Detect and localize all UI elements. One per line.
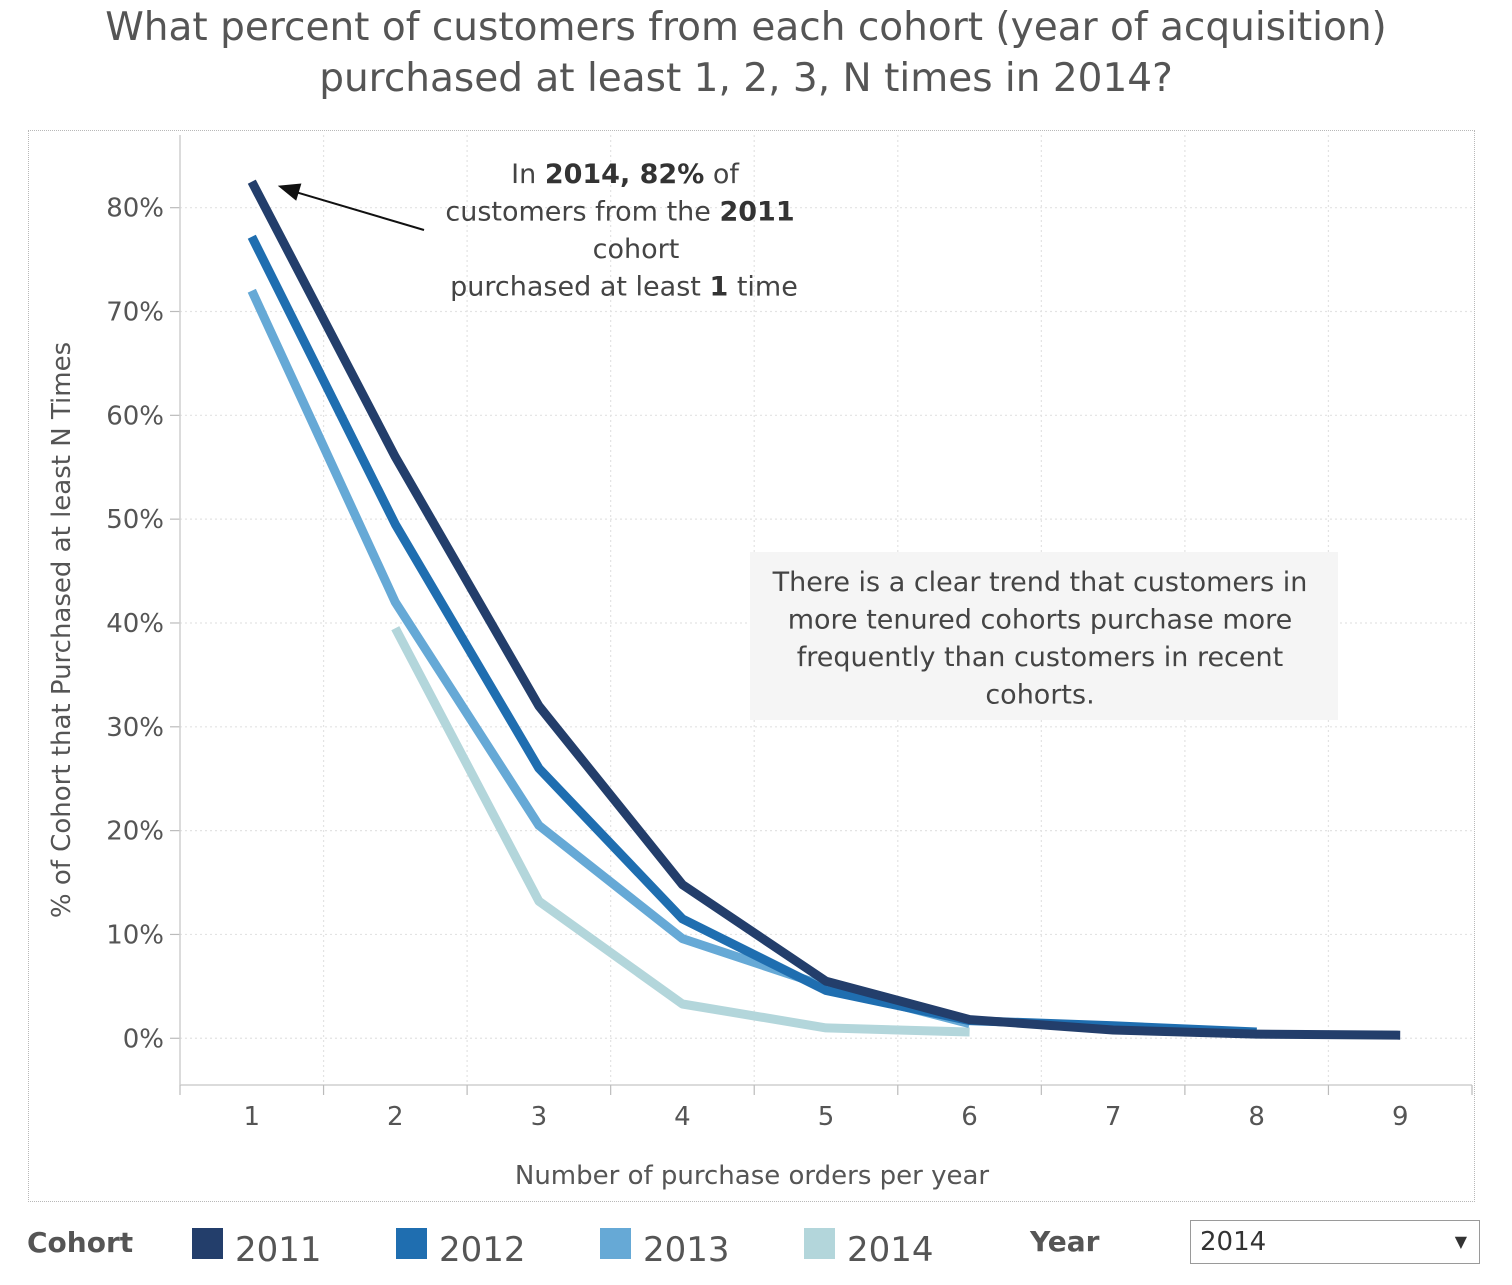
callout-segment: cohort	[593, 234, 680, 265]
y-tick-label: 80%	[106, 194, 164, 224]
callout-segment: time	[728, 272, 798, 303]
legend-label-2011: 2011	[235, 1230, 322, 1270]
note-text-line: cohorts.	[985, 680, 1094, 711]
y-tick-label: 10%	[106, 920, 164, 950]
callout-text-line: cohort	[593, 234, 680, 265]
x-tick-label: 6	[961, 1102, 978, 1132]
chart-frame	[28, 130, 1475, 1202]
legend: Cohort 2011 2012 2013 2014 Year 2014 ▼	[0, 1212, 1512, 1282]
legend-title: Cohort	[27, 1226, 134, 1259]
series-line-2011	[247, 179, 1401, 1040]
note-text-line: more tenured cohorts purchase more	[788, 605, 1293, 636]
legend-label-2014: 2014	[847, 1230, 934, 1270]
legend-swatch-2013	[600, 1228, 631, 1259]
series-line-2014	[391, 626, 970, 1037]
x-tick-label: 5	[818, 1102, 835, 1132]
legend-swatch-2014	[804, 1228, 835, 1259]
chart-title-line-2: purchased at least 1, 2, 3, N times in 2…	[319, 56, 1173, 101]
x-tick-label: 9	[1392, 1102, 1409, 1132]
y-tick-label: 60%	[106, 401, 164, 431]
x-tick-label: 4	[674, 1102, 691, 1132]
year-filter-label: Year	[1030, 1225, 1100, 1258]
y-tick-label: 40%	[106, 609, 164, 639]
callout-segment: In	[511, 159, 545, 190]
legend-label-2013: 2013	[643, 1230, 730, 1270]
y-tick-label: 20%	[106, 817, 164, 847]
year-filter-value: 2014	[1200, 1227, 1267, 1257]
annotations: In 2014, 82% of customers from the 2011 co…	[277, 159, 1338, 720]
callout-text-line: customers from the 2011	[445, 197, 794, 228]
note-box	[750, 552, 1338, 720]
x-tick-label: 2	[387, 1102, 404, 1132]
x-tick-label: 3	[531, 1102, 548, 1132]
callout-bold-segment: 2011	[719, 197, 794, 228]
callout-bold-segment: 1	[709, 272, 728, 303]
legend-swatch-2011	[192, 1228, 223, 1259]
y-tick-label: 30%	[106, 713, 164, 743]
note-text-line: frequently than customers in recent	[797, 642, 1283, 673]
year-filter-dropdown[interactable]: 2014 ▼	[1190, 1220, 1480, 1264]
chevron-down-icon[interactable]: ▼	[1454, 1232, 1467, 1251]
legend-swatch-2012	[396, 1228, 427, 1259]
x-tick-label: 1	[244, 1102, 261, 1132]
callout-text-line: In 2014, 82% of	[511, 159, 740, 190]
y-tick-label: 0%	[123, 1024, 164, 1054]
callout-arrow-line	[287, 188, 425, 231]
chart-title-line-1: What percent of customers from each coho…	[105, 5, 1387, 50]
x-tick-label: 8	[1248, 1102, 1265, 1132]
line-chart: 0% 10% 20% 30% 40% 50% 60% 70% 80% 1 2 3 4 5 6 7 8 9 Numbe…	[47, 135, 1473, 1191]
x-axis-title: Number of purchase orders per year	[515, 1161, 990, 1191]
callout-text-line: purchased at least 1 time	[450, 272, 798, 303]
callout-bold-segment: 2014, 82%	[545, 159, 704, 190]
callout-segment: of	[704, 159, 740, 190]
callout-segment: customers from the	[445, 197, 719, 228]
y-tick-label: 50%	[106, 505, 164, 535]
callout-segment: purchased at least	[450, 272, 709, 303]
chart-title: What percent of customers from each coho…	[0, 2, 1492, 104]
y-tick-label: 70%	[106, 298, 164, 328]
x-tick-label: 7	[1105, 1102, 1122, 1132]
axes: 0% 10% 20% 30% 40% 50% 60% 70% 80% 1 2 3 4 5 6 7 8 9 Numbe…	[47, 135, 1473, 1191]
y-axis-title: % of Cohort that Purchased at least N Ti…	[47, 342, 77, 918]
note-text-line: There is a clear trend that customers in	[772, 567, 1308, 598]
legend-label-2012: 2012	[439, 1230, 526, 1270]
series-lines	[247, 179, 1401, 1040]
callout-arrowhead	[277, 183, 302, 201]
